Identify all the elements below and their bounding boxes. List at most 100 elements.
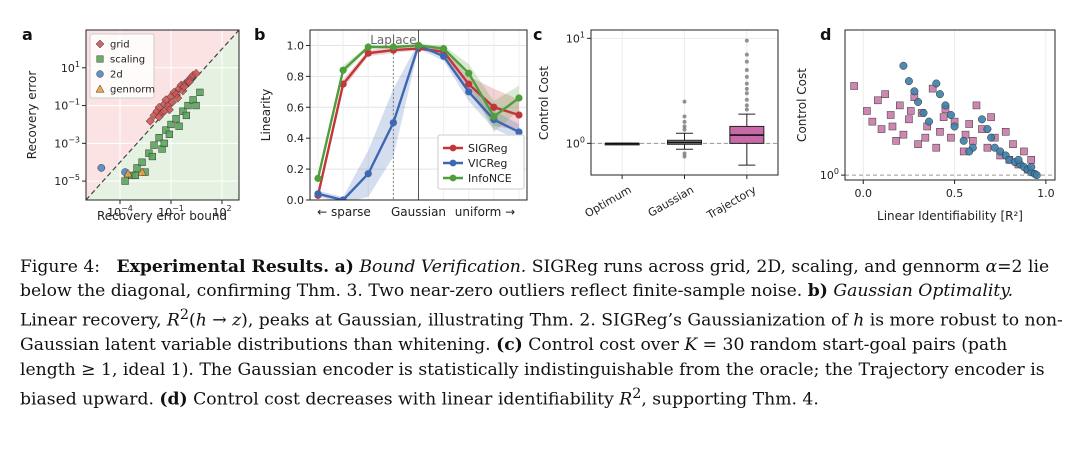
panel-a-x-tick-label: 10−1 (158, 204, 184, 219)
legend-marker-2d (96, 70, 104, 78)
panel-d-point-square (906, 107, 915, 115)
flier-Gaussian (682, 127, 687, 132)
band-VICReg (318, 42, 519, 200)
flier-Trajectory (744, 38, 749, 43)
legend-label-InfoNCE: InfoNCE (468, 172, 512, 185)
legend-label-grid: grid (110, 40, 130, 51)
panel-d-point-circle (977, 115, 986, 124)
point-VICReg (465, 88, 473, 96)
panel-d-point-circle (990, 143, 999, 152)
panel-a-frame (85, 29, 240, 201)
panel-a-point-scaling (148, 152, 156, 161)
panel-a-point-scaling (172, 115, 180, 123)
panel-d-point-circle (987, 133, 996, 142)
panel-b-gaussian-optimality: 0.0 0.2 0.4 0.6 0.8 1.0 Laplace ← sparse Gaus… (259, 29, 528, 219)
panel-d-point-circle (1032, 171, 1041, 180)
panel-a-letter: a (22, 25, 33, 44)
flier-Trajectory (744, 52, 749, 57)
panel-d-point-square (1020, 147, 1028, 156)
panel-d-point-circle (959, 136, 968, 145)
panel-d-points (850, 61, 1041, 180)
panel-d-point-circle (910, 87, 919, 96)
panel-c-boxes (604, 38, 765, 166)
point-SIGReg (465, 80, 473, 88)
panel-a-point-scaling (184, 101, 192, 110)
point-InfoNCE (515, 94, 523, 102)
legend-marker-InfoNCE (449, 174, 457, 182)
panel-a-y-tick-label: 10−5 (54, 173, 80, 188)
flier-Gaussian (682, 151, 687, 156)
panel-b-y-tick-label: 1.0 (287, 39, 305, 52)
panel-a-point-grid (145, 116, 155, 126)
panel-a-xlabel: Recovery error bound (97, 209, 227, 223)
panel-a-point-scaling (167, 120, 175, 129)
point-VICReg (364, 170, 372, 178)
panel-c-ylabel: Control Cost (537, 66, 551, 140)
panel-b-y-tick-label: 0.4 (287, 132, 305, 145)
flier-Trajectory (744, 59, 749, 64)
legend-label-VICReg: VICReg (468, 157, 507, 170)
panel-d-point-circle (965, 147, 974, 156)
panel-a-point-grid (159, 106, 169, 116)
panel-a-y-tick-label: 101 (61, 60, 80, 75)
panel-d-x-tick-label: 0.5 (946, 187, 964, 200)
legend-label-gennorm: gennorm (110, 85, 155, 96)
panel-d-point-square (936, 128, 944, 136)
panel-d-point-circle (996, 147, 1005, 156)
panel-d-point-circle (1014, 155, 1023, 164)
panel-d-point-square (1009, 140, 1017, 148)
panel-a-point-scaling (175, 122, 183, 130)
panel-a-x-tick-label: 10−4 (107, 204, 133, 219)
panel-a-point-scaling (192, 101, 200, 110)
point-InfoNCE (440, 44, 448, 53)
legend-marker-SIGReg (449, 144, 457, 152)
sparse-label: ← sparse (317, 205, 371, 219)
panel-d-x-tick-label: 1.0 (1037, 187, 1055, 200)
panel-a-point-scaling (133, 164, 141, 172)
panel-d-point-square (874, 96, 882, 105)
point-InfoNCE (389, 43, 397, 51)
flier-Gaussian (682, 114, 687, 119)
panel-b-lines (314, 41, 523, 200)
flier-Trajectory (744, 107, 749, 112)
panel-d-point-circle (919, 108, 928, 117)
panel-b-frame (309, 29, 528, 201)
panel-d-gridlines (862, 30, 1047, 180)
panel-c-x-tick-label: Optimum (583, 183, 634, 220)
panel-a-points (97, 68, 204, 185)
point-InfoNCE (490, 112, 498, 121)
panel-a-ticks: 10−4 10−1 102 10−5 10−3 10−1 101 (54, 60, 231, 219)
panel-d-letter: d (820, 25, 831, 44)
flier-Trajectory (744, 67, 749, 72)
panel-d-xlabel: Linear Identifiability [R²] (877, 209, 1023, 223)
caption-figure-number: Figure 4: (20, 257, 101, 277)
panel-d-point-circle (983, 125, 992, 134)
panel-a-legend: grid scaling 2d gennorm (89, 33, 155, 99)
figure-4-panels: a b c d 10−4 10−1 102 10−5 10−3 10−1 101 Recov… (22, 25, 1056, 223)
panel-d-identifiability: 0.0 0.5 1.0 100 Linear Identifiability [R²]… (795, 29, 1056, 223)
panel-d-point-square (965, 120, 973, 128)
figure-caption: Figure 4: Experimental Results. a) Bound… (20, 257, 1063, 410)
point-VICReg (389, 119, 397, 127)
uniform-label: uniform → (455, 205, 515, 219)
panel-c-x-tick-label: Trajectory (704, 183, 759, 222)
legend-label-scaling: scaling (110, 55, 145, 66)
flier-Trajectory (744, 97, 749, 102)
panel-d-point-square (969, 137, 977, 145)
point-SIGReg (515, 111, 523, 119)
panel-b-y-tick-label: 0.2 (287, 163, 305, 176)
panel-a-point-scaling (196, 88, 204, 96)
panel-d-point-circle (1027, 162, 1036, 171)
panel-d-x-tick-label: 0.0 (855, 187, 873, 200)
band-InfoNCE (318, 43, 519, 184)
point-VICReg (515, 128, 523, 136)
panel-a-point-scaling (182, 111, 190, 120)
panel-a-point-grid (179, 82, 189, 92)
panel-d-point-square (899, 130, 908, 139)
panel-c-control-cost: Optimum Gaussian Trajectory 100 101 Control … (537, 29, 779, 222)
panel-c-x-tick-label: Gaussian (646, 183, 696, 220)
point-SIGReg (364, 49, 372, 57)
panel-c-y-tick-label: 100 (566, 135, 585, 150)
point-InfoNCE (414, 41, 423, 50)
panel-d-point-circle (946, 111, 955, 119)
